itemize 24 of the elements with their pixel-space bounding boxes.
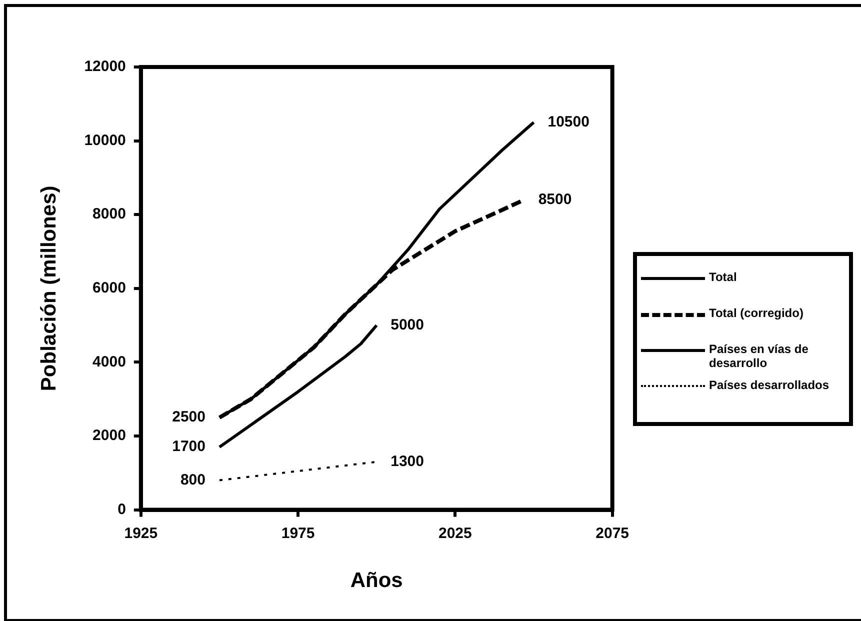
y-tick-label: 6000 [92, 280, 126, 297]
y-axis-title: Población (millones) [37, 186, 60, 392]
text: Total (corregido) [709, 306, 804, 320]
x-tick-label: 2025 [438, 524, 472, 542]
x-tick-label: 1975 [281, 524, 315, 542]
y-tick-label: 12000 [84, 58, 126, 76]
x-axis-title: Años [350, 569, 403, 592]
annotation: 8500 [538, 190, 572, 208]
text: Países en vías de desarrollo [709, 342, 810, 370]
text: Países desarrollados [709, 378, 830, 392]
x-tick-label: 2075 [596, 524, 630, 542]
y-tick-label: 2000 [92, 427, 126, 444]
y-tick-label: 8000 [92, 206, 126, 223]
annotation: 2500 [172, 408, 206, 426]
annotation: 10500 [548, 113, 590, 130]
annotation: 800 [180, 471, 206, 488]
annotation: 5000 [390, 316, 424, 334]
x-tick-label: 1925 [124, 524, 158, 542]
y-tick-label: 0 [118, 500, 126, 518]
y-tick-label: 10000 [84, 132, 126, 149]
annotation: 1700 [172, 438, 206, 456]
text: Total [709, 270, 737, 284]
y-tick-label: 4000 [92, 353, 126, 370]
annotation: 1300 [390, 452, 424, 470]
